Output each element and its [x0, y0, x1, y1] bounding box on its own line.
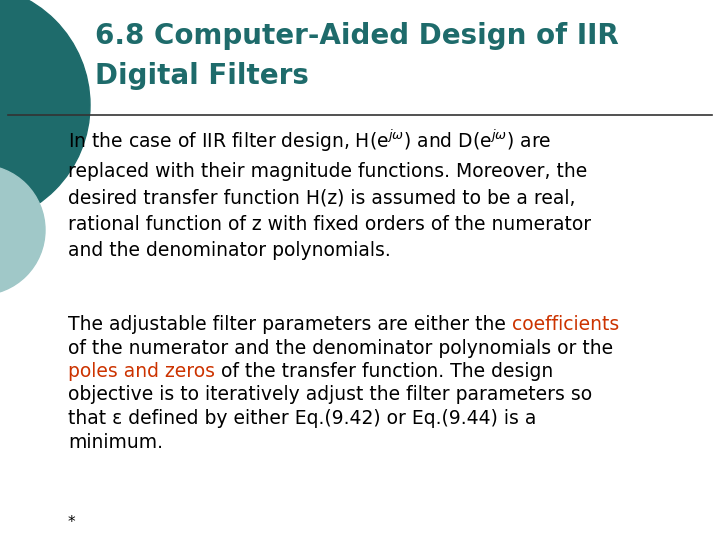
Text: that ε defined by either Eq.(9.42) or Eq.(9.44) is a: that ε defined by either Eq.(9.42) or Eq…: [68, 409, 536, 428]
Text: In the case of IIR filter design, H(e$^{j\omega}$) and D(e$^{j\omega}$) are
repl: In the case of IIR filter design, H(e$^{…: [68, 128, 591, 260]
Text: of the transfer function. The design: of the transfer function. The design: [215, 362, 553, 381]
Text: coefficients: coefficients: [512, 315, 619, 334]
Circle shape: [0, 165, 45, 295]
Text: The adjustable filter parameters are either the: The adjustable filter parameters are eit…: [68, 315, 512, 334]
Text: of the numerator and the denominator polynomials or the: of the numerator and the denominator pol…: [68, 339, 613, 357]
Text: *: *: [68, 515, 76, 530]
Text: objective is to iteratively adjust the filter parameters so: objective is to iteratively adjust the f…: [68, 386, 592, 404]
Text: Digital Filters: Digital Filters: [95, 62, 309, 90]
Circle shape: [0, 0, 90, 225]
Text: poles and zeros: poles and zeros: [68, 362, 215, 381]
Text: minimum.: minimum.: [68, 433, 163, 451]
Text: 6.8 Computer-Aided Design of IIR: 6.8 Computer-Aided Design of IIR: [95, 22, 618, 50]
